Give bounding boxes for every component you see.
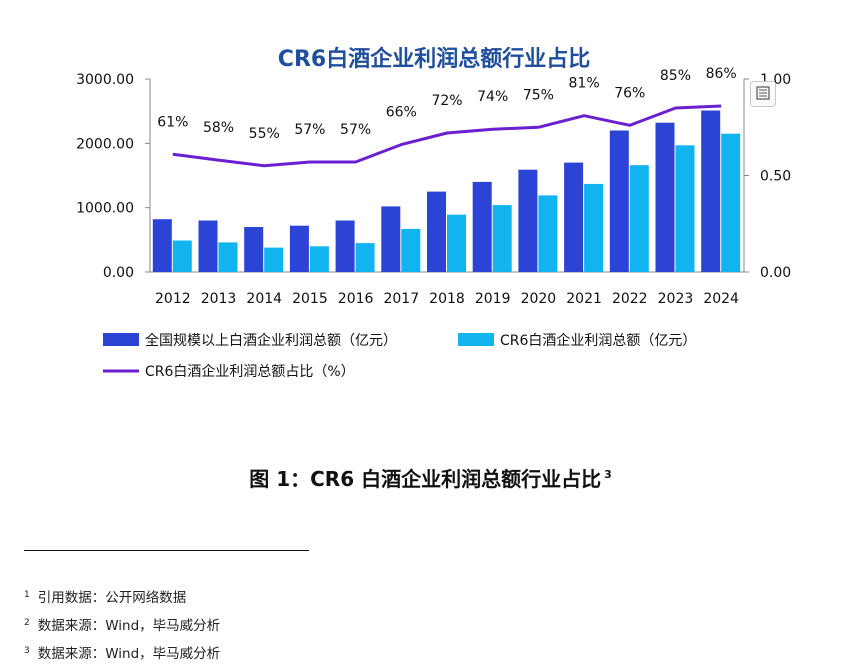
bar-total-profit [472, 181, 492, 272]
share-data-label: 74% [477, 89, 508, 105]
right-tick-label: 0.50 [760, 169, 791, 185]
bar-cr6-profit [401, 228, 421, 272]
share-data-label: 86% [706, 66, 737, 82]
bar-total-profit [655, 122, 675, 272]
share-data-label: 61% [157, 114, 188, 130]
x-tick-label: 2020 [521, 291, 557, 307]
share-data-label: 66% [386, 105, 417, 121]
footnote-2: 2 数据来源：Wind，毕马威分析 [24, 614, 221, 635]
x-tick-label: 2018 [429, 291, 465, 307]
bar-cr6-profit [584, 183, 604, 272]
footnote-text: 数据来源：Wind，毕马威分析 [37, 646, 221, 662]
footnote-1: 1 引用数据：公开网络数据 [24, 586, 187, 607]
chart-title: CR6白酒企业利润总额行业占比 [278, 46, 590, 72]
x-tick-label: 2016 [338, 291, 374, 307]
left-tick-label: 1000.00 [76, 201, 134, 217]
left-tick-label: 3000.00 [76, 72, 134, 88]
footnote-3: 3 数据来源：Wind，毕马威分析 [24, 642, 221, 663]
chart: CR6白酒企业利润总额行业占比 0.00 1000.00 2000.00 3000.0… [76, 46, 791, 380]
share-line [172, 104, 722, 168]
footnote-number: 3 [24, 645, 30, 656]
legend-swatch-total-profit [103, 333, 139, 346]
x-tick-label: 2017 [383, 291, 419, 307]
bar-cr6-profit [721, 133, 741, 272]
bar-total-profit [564, 162, 584, 272]
legend-label-share: CR6白酒企业利润总额占比（%） [145, 363, 355, 380]
share-data-label: 57% [294, 122, 325, 138]
bar-total-profit [609, 130, 629, 272]
footnote-number: 1 [24, 589, 30, 600]
bar-total-profit [152, 219, 172, 272]
x-tick-label: 2019 [475, 291, 511, 307]
x-tick-label: 2013 [201, 291, 237, 307]
x-tick-label: 2015 [292, 291, 328, 307]
x-tick-label: 2014 [246, 291, 282, 307]
x-tick-label: 2023 [658, 291, 694, 307]
bar-total-profit [244, 227, 264, 272]
bar-cr6-profit [218, 242, 238, 272]
bar-total-profit [518, 169, 538, 272]
share-data-label: 75% [523, 87, 554, 103]
figure-caption-ref: 3 [604, 468, 612, 482]
share-data-label: 72% [431, 93, 462, 109]
legend-swatch-cr6-profit [458, 333, 494, 346]
x-tick-label: 2024 [703, 291, 739, 307]
share-data-label: 81% [569, 76, 600, 92]
bar-total-profit [381, 206, 401, 272]
share-data-label: 55% [249, 126, 280, 142]
bar-cr6-profit [355, 243, 375, 272]
footnote-divider [24, 550, 309, 551]
x-tick-label: 2021 [566, 291, 602, 307]
right-tick-label: 0.00 [760, 265, 791, 281]
legend-label-total-profit: 全国规模以上白酒企业利润总额（亿元） [145, 332, 397, 349]
expand-icon [756, 85, 770, 104]
bar-total-profit [701, 110, 721, 272]
bar-total-profit [427, 191, 446, 272]
footnote-text: 数据来源：Wind，毕马威分析 [37, 618, 221, 634]
bar-cr6-profit [675, 145, 695, 272]
left-tick-label: 0.00 [103, 265, 134, 281]
footnote-text: 引用数据：公开网络数据 [37, 590, 187, 606]
x-tick-label: 2012 [155, 291, 191, 307]
bar-cr6-profit [629, 165, 649, 272]
expand-button[interactable] [750, 81, 776, 107]
figure-caption-text: 图 1：CR6 白酒企业利润总额行业占比 [249, 467, 602, 491]
bar-cr6-profit [264, 247, 284, 272]
x-tick-label: 2022 [612, 291, 648, 307]
bar-total-profit [198, 220, 218, 272]
share-data-label: 58% [203, 120, 234, 136]
bar-total-profit [335, 220, 355, 272]
bar-cr6-profit [492, 205, 512, 272]
share-data-label: 85% [660, 68, 691, 84]
bar-cr6-profit [447, 214, 466, 272]
share-data-label: 57% [340, 122, 371, 138]
figure-caption: 图 1：CR6 白酒企业利润总额行业占比 3 [0, 463, 861, 492]
share-data-label: 76% [614, 85, 645, 101]
footnote-number: 2 [24, 617, 30, 628]
left-tick-label: 2000.00 [76, 136, 134, 152]
bar-cr6-profit [172, 240, 192, 272]
bar-cr6-profit [309, 246, 329, 272]
bar-total-profit [289, 225, 309, 272]
legend-label-cr6-profit: CR6白酒企业利润总额（亿元） [500, 332, 696, 349]
bar-cr6-profit [538, 195, 558, 272]
